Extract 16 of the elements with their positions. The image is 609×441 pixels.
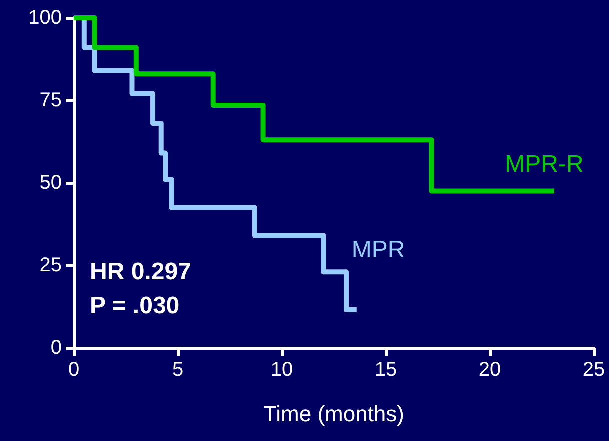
- annotation: P = .030: [90, 292, 180, 320]
- series-label: MPR: [352, 236, 406, 264]
- x-tick-label: 10: [270, 359, 294, 381]
- y-tick-label: 100: [28, 7, 62, 29]
- x-tick-label: 15: [374, 359, 398, 381]
- series-label: MPR-R: [505, 150, 584, 178]
- y-tick-label: 50: [40, 172, 62, 194]
- x-tick-label: 25: [582, 359, 606, 381]
- x-axis-title: Time (months): [264, 402, 404, 426]
- x-tick-label: 5: [172, 359, 184, 381]
- y-tick-label: 75: [40, 90, 62, 112]
- annotation: HR 0.297: [90, 258, 192, 286]
- y-tick-label: 25: [40, 254, 62, 276]
- x-tick-label: 0: [68, 359, 80, 381]
- y-tick-label: 0: [50, 337, 62, 359]
- x-tick-label: 20: [478, 359, 502, 381]
